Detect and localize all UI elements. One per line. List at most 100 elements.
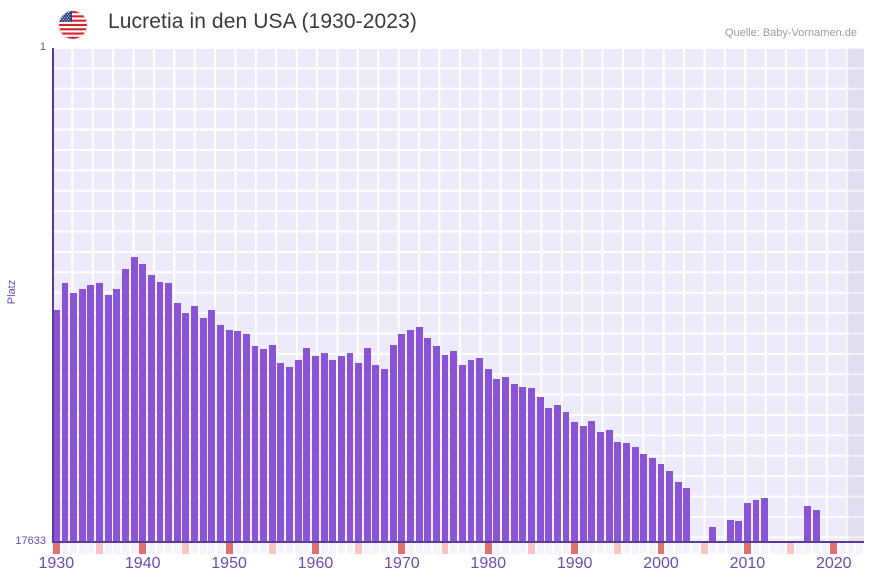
bar-1933 (78, 288, 86, 542)
x-tick-1932 (70, 543, 78, 554)
x-tick-1972 (415, 543, 423, 554)
bar-2006 (709, 527, 717, 542)
x-tick-1988 (553, 543, 561, 554)
x-tick-1942 (156, 543, 164, 554)
bar-2009 (735, 521, 743, 542)
x-tick-1953 (251, 543, 259, 554)
bar-1987 (545, 408, 553, 542)
x-tick-1991 (579, 543, 587, 554)
x-tick-2006 (709, 543, 717, 554)
bar-1953 (251, 346, 259, 542)
bar-2002 (674, 482, 682, 542)
x-tick-2007 (718, 543, 725, 554)
bar-1957 (286, 367, 293, 542)
bar-1995 (614, 441, 622, 542)
bar-1960 (312, 356, 319, 542)
x-tick-1958 (294, 543, 302, 554)
bar-1961 (320, 353, 328, 542)
x-tick-1937 (113, 543, 121, 554)
bar-1937 (113, 288, 121, 542)
x-tick-1975 (441, 543, 449, 554)
x-tick-1939 (130, 543, 138, 554)
bar-1954 (260, 349, 268, 542)
x-tick-1935 (96, 543, 103, 554)
bar-1993 (597, 431, 604, 542)
x-tick-1969 (389, 543, 397, 554)
bar-1984 (519, 386, 527, 542)
bar-1949 (216, 325, 224, 542)
bar-2010 (743, 503, 751, 542)
x-label-1990: 1990 (556, 555, 593, 572)
x-tick-1985 (527, 543, 535, 554)
bar-2008 (726, 520, 734, 542)
x-tick-1964 (346, 543, 354, 554)
bar-1974 (432, 346, 440, 542)
x-tick-1989 (562, 543, 570, 554)
x-tick-1936 (104, 543, 112, 554)
bar-1975 (441, 354, 449, 542)
bar-1932 (70, 293, 78, 542)
x-tick-2019 (821, 543, 829, 554)
x-tick-1967 (372, 543, 380, 554)
x-label-2010: 2010 (729, 555, 766, 572)
bar-1999 (648, 458, 656, 542)
bar-1996 (622, 443, 630, 542)
bar-1976 (450, 350, 458, 542)
bar-1986 (536, 396, 544, 542)
bar-2012 (761, 497, 769, 542)
bar-1969 (389, 344, 397, 542)
x-tick-1977 (458, 543, 466, 554)
bar-1981 (493, 378, 501, 542)
x-tick-1966 (363, 543, 371, 554)
x-tick-1981 (493, 543, 501, 554)
bar-1945 (182, 312, 190, 542)
x-tick-2023 (856, 543, 864, 554)
x-tick-2016 (795, 543, 803, 554)
bar-1950 (225, 329, 233, 542)
x-tick-2014 (778, 543, 786, 554)
x-tick-1980 (484, 543, 492, 554)
bar-1971 (407, 329, 414, 542)
bar-1991 (579, 426, 587, 542)
bar-2000 (657, 464, 665, 542)
x-axis-ticks (52, 543, 864, 554)
x-tick-2022 (847, 543, 855, 554)
bar-1967 (372, 364, 380, 542)
x-label-1940: 1940 (124, 555, 161, 572)
x-tick-1982 (502, 543, 509, 554)
x-tick-1970 (398, 543, 406, 554)
bar-1998 (640, 454, 648, 542)
x-tick-2004 (692, 543, 699, 554)
y-axis-top-label: 1 (39, 41, 46, 53)
x-tick-2000 (657, 543, 665, 554)
bar-1962 (329, 360, 337, 542)
x-tick-1963 (337, 543, 345, 554)
x-tick-1954 (260, 543, 268, 554)
x-label-1930: 1930 (38, 555, 75, 572)
x-tick-1950 (225, 543, 233, 554)
x-tick-1998 (640, 543, 648, 554)
bar-1951 (234, 330, 242, 542)
x-tick-1990 (571, 543, 579, 554)
bar-1985 (527, 388, 535, 542)
bar-1935 (96, 283, 103, 542)
bar-2003 (683, 487, 691, 542)
bar-1983 (510, 384, 518, 542)
x-tick-2018 (813, 543, 820, 554)
bar-2001 (666, 471, 674, 542)
x-tick-2010 (743, 543, 751, 554)
x-tick-2017 (804, 543, 812, 554)
bar-1965 (355, 363, 363, 542)
x-tick-1974 (432, 543, 440, 554)
bar-1939 (130, 256, 138, 542)
x-tick-2009 (735, 543, 743, 554)
x-tick-1976 (450, 543, 458, 554)
x-tick-1940 (139, 543, 147, 554)
x-tick-1949 (216, 543, 224, 554)
x-label-1980: 1980 (470, 555, 507, 572)
bar-1931 (61, 283, 69, 542)
bar-1947 (199, 318, 207, 542)
bar-2018 (813, 510, 820, 542)
x-axis-line (52, 541, 864, 543)
x-tick-1962 (329, 543, 337, 554)
